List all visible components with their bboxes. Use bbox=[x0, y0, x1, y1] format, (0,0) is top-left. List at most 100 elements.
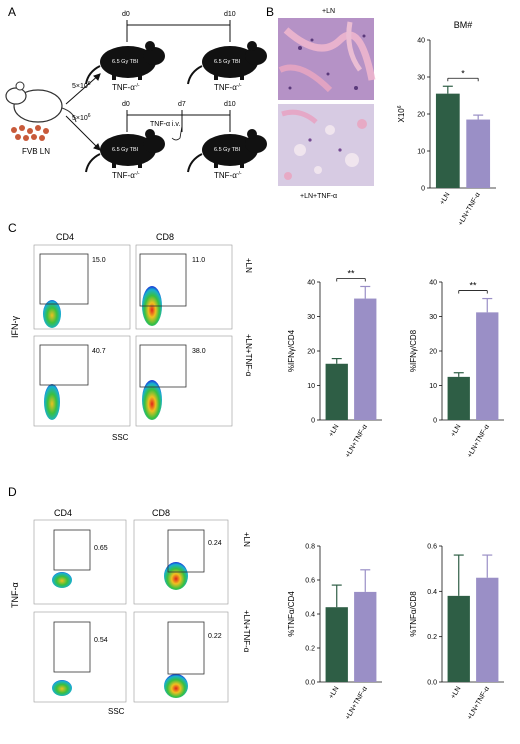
bar-chart-ifn_cd4: 0 10 20 30 40 %IFNγ/CD4 +LN +LN+TNF-α ** bbox=[287, 268, 382, 459]
panel-label-d: D bbox=[8, 485, 17, 499]
y-tick-label: 0.4 bbox=[305, 612, 315, 619]
histology-image-bottom bbox=[278, 104, 374, 186]
label-d0-bottom: d0 bbox=[122, 101, 130, 108]
histology-texture-top bbox=[278, 21, 376, 93]
bar bbox=[447, 595, 470, 682]
panel-a: A FVB LN 5×106 5×106 d0 d10 bbox=[5, 5, 268, 180]
histology-texture-bottom bbox=[281, 109, 367, 180]
y-axis-label-text: %IFNγ/CD4 bbox=[287, 329, 296, 372]
flow-plot bbox=[33, 519, 127, 605]
bar-chart-tnf_cd8: 0.0 0.2 0.4 0.6 %TNFα/CD8 +LN +LN+TNF-α bbox=[409, 544, 504, 722]
flow-plot bbox=[133, 519, 229, 605]
bar-chart-bm: 0 10 20 30 40 X106 BM# +LN +LN+TNF-α * bbox=[397, 20, 496, 227]
category-label: +LN bbox=[450, 686, 463, 701]
col-cd8-d: CD8 bbox=[152, 508, 170, 518]
chart-title: BM# bbox=[454, 20, 473, 30]
bar-chart-tnf_cd4: 0.0 0.2 0.4 0.6 0.8 %TNFα/CD4 +LN +LN+TNF-α bbox=[287, 544, 382, 722]
y-tick-label: 0.4 bbox=[427, 589, 437, 596]
bar-chart-ifn_cd8: 0 10 20 30 40 %IFNγ/CD8 +LN +LN+TNF-α ** bbox=[409, 280, 504, 460]
gate-value: 38.0 bbox=[192, 348, 206, 355]
bar bbox=[354, 591, 377, 682]
flow-xlabel-d: SSC bbox=[108, 707, 125, 716]
significance-label: ** bbox=[469, 281, 477, 291]
tbi-label: 6.5 Gy TBI bbox=[214, 147, 241, 153]
flow-gate bbox=[53, 621, 91, 673]
gate-value: 0.65 bbox=[94, 545, 108, 552]
tbi-label: 6.5 Gy TBI bbox=[112, 59, 139, 65]
col-cd4-c: CD4 bbox=[56, 232, 74, 242]
y-tick-label: 30 bbox=[307, 314, 315, 321]
y-tick-label: 30 bbox=[417, 75, 425, 82]
panel-b: B +LN +LN+TNF-α bbox=[266, 5, 376, 200]
tbi-label: 6.5 Gy TBI bbox=[112, 147, 139, 153]
category-label: +LN bbox=[439, 192, 452, 207]
y-tick-label: 0.8 bbox=[305, 544, 315, 551]
donor-label: FVB LN bbox=[22, 147, 50, 156]
y-tick-label: 0 bbox=[311, 418, 315, 425]
flow-gate bbox=[167, 529, 205, 573]
flow-ylabel-c: IFN-γ bbox=[10, 316, 20, 338]
gate-value: 15.0 bbox=[92, 257, 106, 264]
genotype-label: TNF-α-/- bbox=[214, 171, 242, 180]
y-tick-label: 40 bbox=[429, 280, 437, 287]
category-label: +LN+TNF-α bbox=[344, 686, 369, 722]
timeline-top: d0 d10 6.5 Gy TBI 6.5 Gy TBI TNF-α-/- TN… bbox=[85, 11, 268, 92]
category-label: +LN+TNF-α bbox=[466, 686, 491, 722]
category-label: +LN bbox=[450, 424, 463, 439]
col-cd4-d: CD4 bbox=[54, 508, 72, 518]
y-tick-label: 0.6 bbox=[427, 544, 437, 551]
row-label-bottom-d: +LN+TNF-α bbox=[242, 610, 251, 653]
row-label-top-d: +LN bbox=[242, 532, 251, 547]
tbi-label: 6.5 Gy TBI bbox=[214, 59, 241, 65]
y-tick-label: 0 bbox=[421, 186, 425, 193]
label-d7-bottom: d7 bbox=[178, 101, 186, 108]
genotype-label: TNF-α-/- bbox=[214, 83, 242, 92]
genotype-label: TNF-α-/- bbox=[112, 171, 140, 180]
flow-gate bbox=[39, 253, 89, 305]
category-label: +LN+TNF-α bbox=[457, 192, 482, 228]
donor-mouse-icon bbox=[5, 81, 77, 123]
y-tick-label: 40 bbox=[417, 38, 425, 45]
flow-density bbox=[52, 562, 188, 698]
y-tick-label: 10 bbox=[307, 383, 315, 390]
y-tick-label: 30 bbox=[429, 314, 437, 321]
bar bbox=[476, 312, 499, 420]
gate-value: 40.7 bbox=[92, 348, 106, 355]
gate-value: 11.0 bbox=[192, 257, 205, 264]
significance-label: * bbox=[461, 68, 465, 78]
y-tick-label: 0.2 bbox=[305, 646, 315, 653]
bar bbox=[466, 119, 491, 188]
flow-xlabel-c: SSC bbox=[112, 433, 129, 442]
panel-label-a: A bbox=[8, 5, 16, 19]
y-tick-label: 0.0 bbox=[305, 680, 315, 687]
flow-gate bbox=[167, 621, 205, 675]
bar bbox=[476, 577, 499, 682]
category-label: +LN+TNF-α bbox=[344, 424, 369, 460]
label-d0-top: d0 bbox=[122, 11, 130, 18]
dose-bottom: 5×106 bbox=[72, 113, 91, 122]
label-d10-bottom: d10 bbox=[224, 101, 236, 108]
significance-label: ** bbox=[347, 268, 355, 278]
flow-gate bbox=[139, 344, 187, 388]
bar bbox=[325, 607, 348, 682]
y-axis-label-text: X10 bbox=[397, 108, 406, 123]
gate-value: 0.54 bbox=[94, 637, 108, 644]
y-axis-label-text: %TNFα/CD8 bbox=[409, 591, 418, 637]
category-label: +LN bbox=[328, 424, 341, 439]
y-tick-label: 10 bbox=[429, 383, 437, 390]
histo-bottom-label: +LN+TNF-α bbox=[300, 193, 337, 200]
y-axis-label-text: %TNFα/CD4 bbox=[287, 591, 296, 637]
category-label: +LN+TNF-α bbox=[466, 424, 491, 460]
y-axis-label: X106 bbox=[397, 105, 406, 122]
col-cd8-c: CD8 bbox=[156, 232, 174, 242]
panel-c: C CD4 CD8 IFN-γ SSC +LN +LN+TNF-α 15.0 1… bbox=[8, 221, 253, 442]
bar bbox=[435, 93, 460, 188]
y-tick-label: 0.2 bbox=[427, 634, 437, 641]
category-label: +LN bbox=[328, 686, 341, 701]
flow-plot bbox=[33, 611, 127, 703]
y-axis-label: %IFNγ/CD8 bbox=[409, 329, 418, 372]
panel-d: D CD4 CD8 TNF-α SSC +LN +LN+TNF-α 0.65 0… bbox=[8, 485, 251, 716]
y-tick-label: 20 bbox=[429, 349, 437, 356]
panel-label-b: B bbox=[266, 5, 274, 19]
